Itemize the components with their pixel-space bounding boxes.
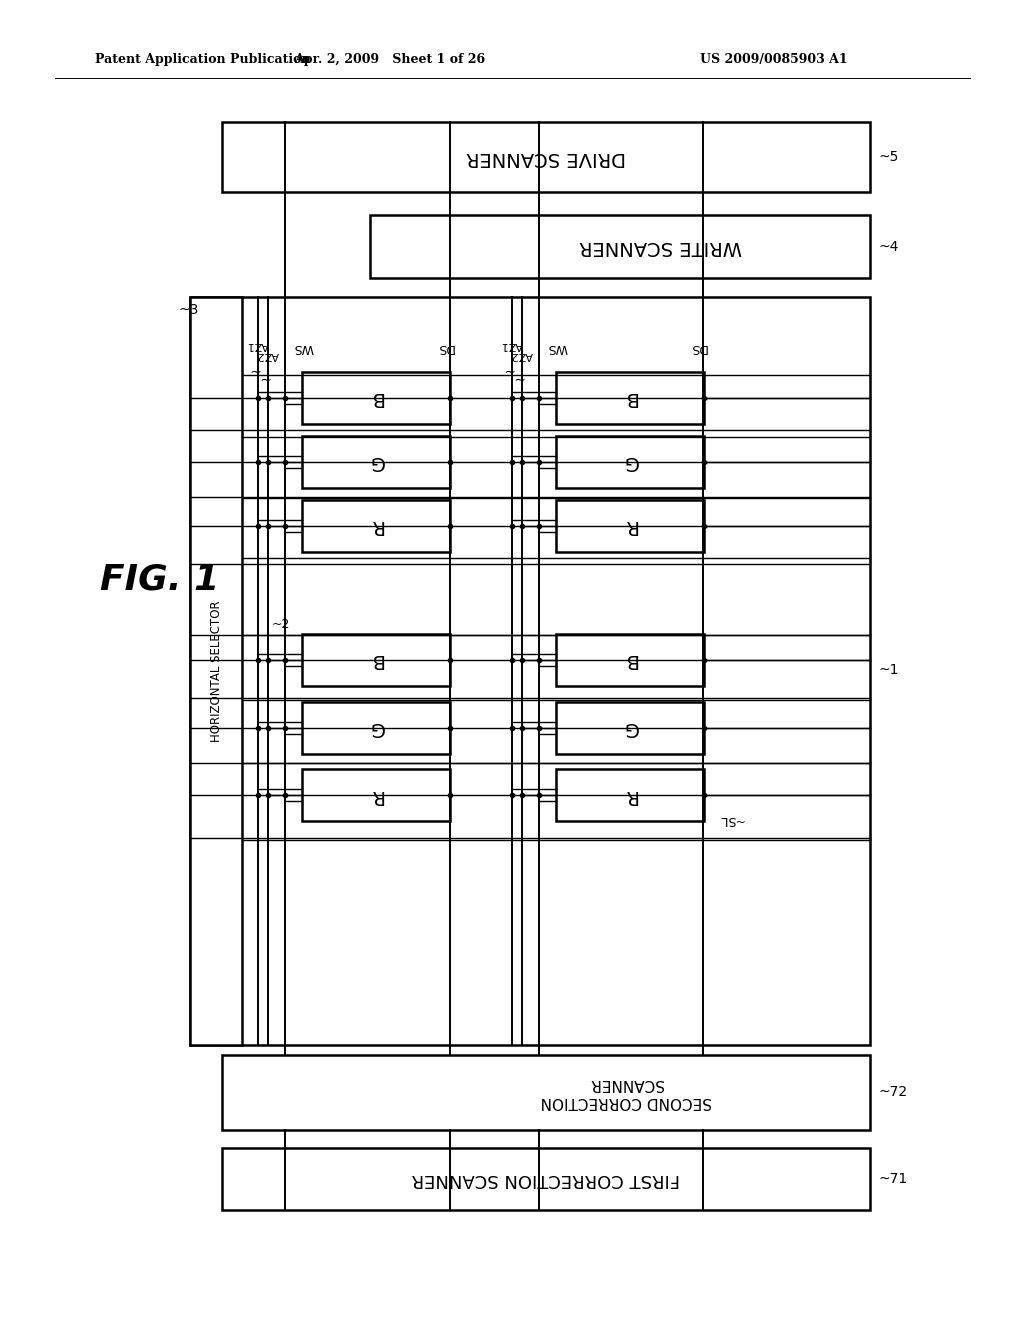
Text: ~4: ~4 <box>878 240 898 253</box>
Text: G: G <box>369 718 384 738</box>
Text: SECOND CORRECTION
SCANNER: SECOND CORRECTION SCANNER <box>541 1076 712 1109</box>
Text: ~5: ~5 <box>878 150 898 164</box>
Text: WS: WS <box>547 341 567 354</box>
Text: HORIZONTAL SELECTOR: HORIZONTAL SELECTOR <box>210 601 222 742</box>
Bar <box>556 702 705 754</box>
Text: FIRST CORRECTION SCANNER: FIRST CORRECTION SCANNER <box>412 1170 680 1188</box>
Text: ~: ~ <box>248 362 260 376</box>
Text: AZ2: AZ2 <box>257 350 280 360</box>
Text: G: G <box>369 453 384 471</box>
Bar <box>302 702 450 754</box>
Text: ~SL: ~SL <box>718 813 743 826</box>
Bar <box>190 297 870 1045</box>
Text: ~72: ~72 <box>878 1085 907 1100</box>
Text: WRITE SCANNER: WRITE SCANNER <box>579 238 741 256</box>
Bar <box>222 1148 870 1210</box>
Text: Patent Application Publication: Patent Application Publication <box>95 54 310 66</box>
Text: G: G <box>623 718 638 738</box>
Bar <box>556 770 705 821</box>
Bar <box>556 634 705 686</box>
Text: R: R <box>370 785 383 804</box>
Text: R: R <box>370 516 383 536</box>
Text: ~1: ~1 <box>878 663 898 677</box>
Bar <box>302 770 450 821</box>
Bar <box>370 215 870 279</box>
Text: ~2: ~2 <box>271 619 290 631</box>
Text: B: B <box>624 651 637 669</box>
Bar <box>302 500 450 552</box>
Bar <box>302 436 450 488</box>
Text: R: R <box>624 516 637 536</box>
Text: AZ2: AZ2 <box>511 350 534 360</box>
Bar <box>302 372 450 424</box>
Bar <box>302 634 450 686</box>
Text: FIG. 1: FIG. 1 <box>100 564 219 597</box>
Text: R: R <box>624 785 637 804</box>
Text: AZ1: AZ1 <box>501 341 523 350</box>
Text: AZ1: AZ1 <box>247 341 269 350</box>
Text: G: G <box>623 453 638 471</box>
Text: DRIVE SCANNER: DRIVE SCANNER <box>466 148 626 166</box>
Bar <box>190 297 242 1045</box>
Text: ~: ~ <box>512 370 524 384</box>
Text: ~71: ~71 <box>878 1172 907 1185</box>
Text: US 2009/0085903 A1: US 2009/0085903 A1 <box>700 54 848 66</box>
Text: ~: ~ <box>502 362 514 376</box>
Bar <box>556 436 705 488</box>
Text: DS: DS <box>689 341 707 354</box>
Text: ~3: ~3 <box>178 304 199 317</box>
Bar <box>556 372 705 424</box>
Bar <box>222 121 870 191</box>
Text: Apr. 2, 2009   Sheet 1 of 26: Apr. 2, 2009 Sheet 1 of 26 <box>295 54 485 66</box>
Bar <box>222 1055 870 1130</box>
Text: DS: DS <box>436 341 454 354</box>
Text: B: B <box>370 388 383 408</box>
Text: B: B <box>624 388 637 408</box>
Text: WS: WS <box>293 341 313 354</box>
Text: ~: ~ <box>258 370 269 384</box>
Bar <box>556 500 705 552</box>
Text: B: B <box>370 651 383 669</box>
